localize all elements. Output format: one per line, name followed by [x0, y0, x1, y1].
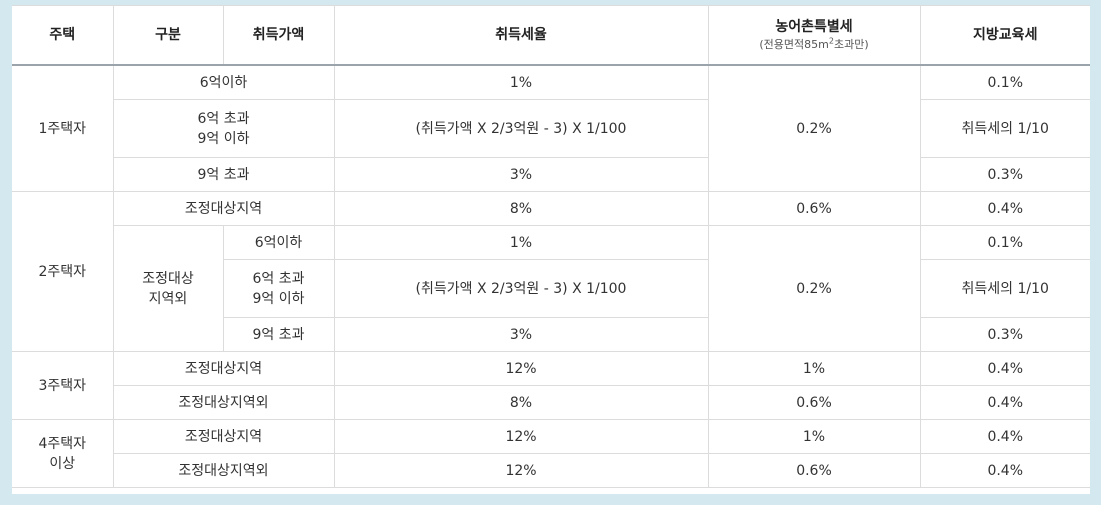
h3-nonadj-label: 조정대상지역외: [113, 385, 335, 420]
table-row: 9억 초과 3% 0.3%: [12, 317, 1090, 352]
h2-adj-rural: 0.6%: [707, 191, 921, 226]
rural-tax-note: (전용면적85m2초과만): [759, 36, 869, 51]
h1-rate-2: (취득가액 X 2/3억원 - 3) X 1/100: [333, 99, 709, 158]
h2-adj-edu: 0.4%: [919, 191, 1090, 226]
h1-range-1: 6억이하: [112, 64, 335, 100]
h1-range-2: 6억 초과 9억 이하: [113, 99, 335, 158]
table-row: 6억 초과 9억 이하 (취득가액 X 2/3억원 - 3) X 1/100 취득…: [12, 99, 1090, 158]
h2-range-3: 9억 초과: [223, 317, 335, 352]
house-1-label: 1주택자: [12, 64, 114, 192]
h2-edu-3: 0.3%: [919, 317, 1090, 352]
rural-tax-title: 농어촌특별세: [775, 19, 853, 35]
header-row: 주택 구분 취득가액 취득세율 농어촌특별세 (전용면적85m2초과만) 지방교…: [12, 5, 1090, 66]
h2-rate-2: (취득가액 X 2/3억원 - 3) X 1/100: [333, 259, 709, 318]
table-row: 9억 초과 3% 0.3%: [12, 157, 1090, 192]
h4-nonadj-rural: 0.6%: [707, 453, 921, 488]
h4-adj-rural: 1%: [707, 419, 921, 454]
h3-adj-rural: 1%: [707, 351, 921, 386]
h2-nonadj-label: 조정대상 지역외: [113, 225, 224, 352]
h1-rural: 0.2%: [707, 64, 921, 192]
h2-rate-1: 1%: [333, 225, 709, 260]
h2-rural: 0.2%: [707, 225, 921, 352]
h2-range-1: 6억이하: [222, 225, 335, 260]
h2-edu-1: 0.1%: [919, 225, 1090, 260]
h1-rate-3: 3%: [333, 157, 709, 192]
h4-adj-label: 조정대상지역: [112, 419, 335, 454]
h1-rate-1: 1%: [333, 64, 709, 100]
house-3-label: 3주택자: [12, 351, 114, 420]
table-row: 조정대상지역외 8% 0.6% 0.4%: [12, 385, 1090, 420]
h1-edu-1: 0.1%: [919, 64, 1090, 100]
h3-nonadj-rate: 8%: [333, 385, 709, 420]
h4-adj-edu: 0.4%: [919, 419, 1090, 454]
h3-adj-label: 조정대상지역: [112, 351, 335, 386]
header-edu-tax: 지방교육세: [919, 5, 1090, 66]
h2-range-2: 6억 초과 9억 이하: [223, 259, 335, 318]
h2-edu-2: 취득세의 1/10: [919, 259, 1090, 318]
header-tax-rate: 취득세율: [333, 5, 709, 66]
table-row: 4주택자 이상 조정대상지역 12% 1% 0.4%: [12, 419, 1090, 488]
h1-range-3: 9억 초과: [113, 157, 335, 192]
h2-adj-label: 조정대상지역: [112, 191, 335, 226]
h3-adj-edu: 0.4%: [919, 351, 1090, 386]
house-2-label: 2주택자: [12, 191, 114, 352]
h4-nonadj-label: 조정대상지역외: [113, 453, 335, 488]
header-category: 구분: [112, 5, 224, 66]
h2-adj-rate: 8%: [333, 191, 709, 226]
h2-rate-3: 3%: [333, 317, 709, 352]
tax-table-container: 주택 구분 취득가액 취득세율 농어촌특별세 (전용면적85m2초과만) 지방교…: [12, 5, 1090, 494]
h3-nonadj-edu: 0.4%: [919, 385, 1090, 420]
header-house: 주택: [12, 5, 114, 66]
table-row: 2주택자 조정대상지역 8% 0.6% 0.4%: [12, 191, 1090, 352]
table-row: 1주택자 6억이하 1% 0.2% 0.1%: [12, 64, 1090, 192]
h3-nonadj-rural: 0.6%: [707, 385, 921, 420]
table-row: 조정대상지역외 12% 0.6% 0.4%: [12, 453, 1090, 488]
table-row: 조정대상 지역외 6억이하 1% 0.2% 0.1%: [12, 225, 1090, 352]
header-rural-tax: 농어촌특별세 (전용면적85m2초과만): [707, 5, 921, 66]
h1-edu-3: 0.3%: [919, 157, 1090, 192]
h1-edu-2: 취득세의 1/10: [919, 99, 1090, 158]
h4-nonadj-rate: 12%: [333, 453, 709, 488]
acquisition-tax-table: 주택 구분 취득가액 취득세율 농어촌특별세 (전용면적85m2초과만) 지방교…: [12, 5, 1090, 488]
h3-adj-rate: 12%: [333, 351, 709, 386]
house-4-label: 4주택자 이상: [12, 419, 114, 488]
h4-adj-rate: 12%: [333, 419, 709, 454]
table-row: 3주택자 조정대상지역 12% 1% 0.4%: [12, 351, 1090, 420]
h4-nonadj-edu: 0.4%: [919, 453, 1090, 488]
header-price: 취득가액: [222, 5, 335, 66]
